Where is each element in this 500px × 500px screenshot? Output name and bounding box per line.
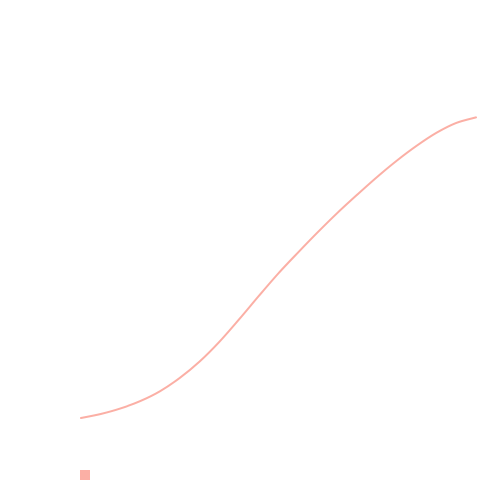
legend-swatch-0 [80, 470, 90, 480]
series-line-0 [80, 116, 477, 419]
legend [80, 470, 90, 480]
series-layer [80, 116, 477, 419]
